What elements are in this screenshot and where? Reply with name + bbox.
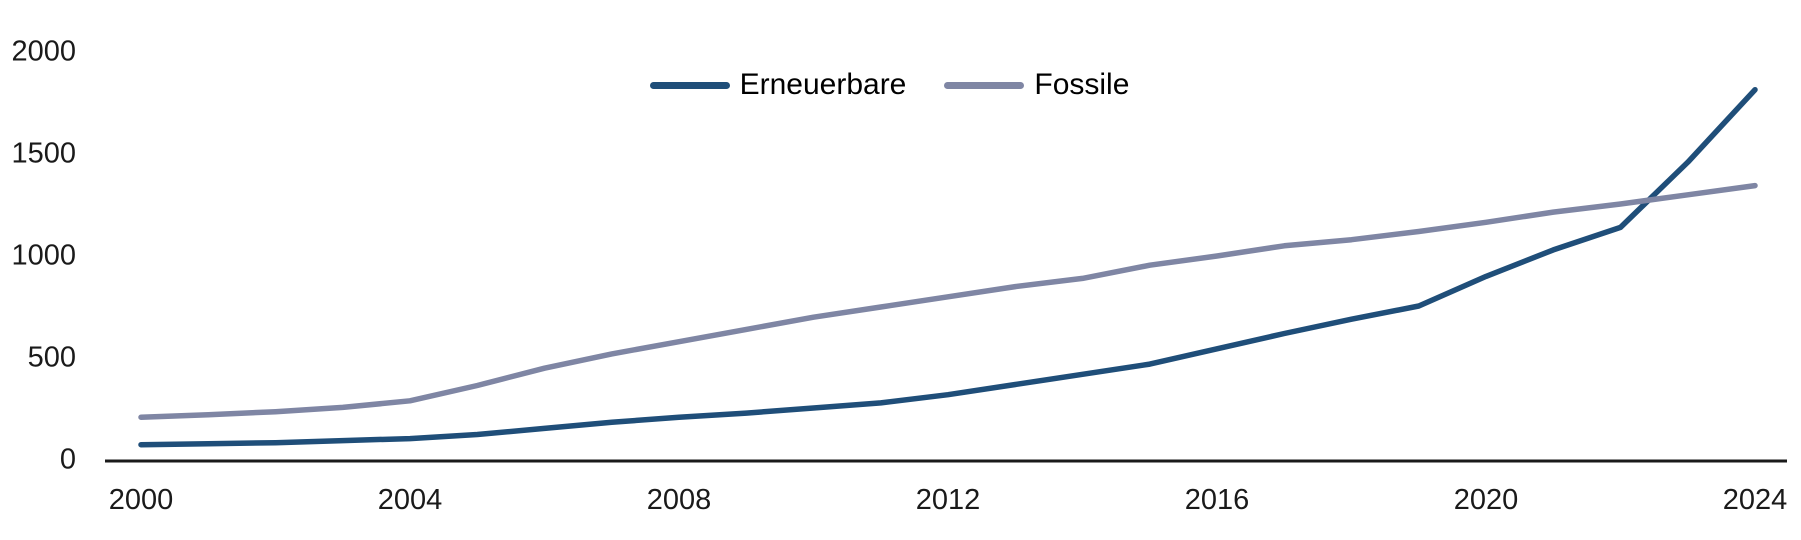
legend-item-erneuerbare: Erneuerbare (649, 68, 907, 102)
y-tick-label-500: 500 (27, 341, 76, 374)
y-tick-label-1000: 1000 (11, 239, 76, 272)
y-tick-label-2000: 2000 (11, 35, 76, 68)
x-tick-label-2024: 2024 (1722, 484, 1788, 516)
x-tick-label-2020: 2020 (1453, 484, 1519, 516)
x-tick-label-2000: 2000 (108, 484, 174, 516)
legend-item-fossile: Fossile (944, 68, 1129, 102)
legend-label-fossile: Fossile (1034, 68, 1130, 101)
x-tick-label-2008: 2008 (646, 484, 712, 516)
x-tick-label-2004: 2004 (377, 484, 443, 516)
y-tick-label-1500: 1500 (11, 137, 76, 170)
fossile-line-swatch-icon (944, 81, 1025, 89)
y-tick-label-0: 0 (59, 443, 76, 476)
chart-legend: Erneuerbare Fossile (0, 68, 1790, 102)
x-tick-label-2012: 2012 (915, 484, 981, 516)
erneuerbare-line-swatch-icon (649, 81, 730, 89)
x-tick-label-2016: 2016 (1184, 484, 1250, 516)
erneuerbare-line (138, 86, 1758, 448)
legend-label-erneuerbare: Erneuerbare (739, 68, 907, 101)
fossile-line (138, 182, 1758, 420)
